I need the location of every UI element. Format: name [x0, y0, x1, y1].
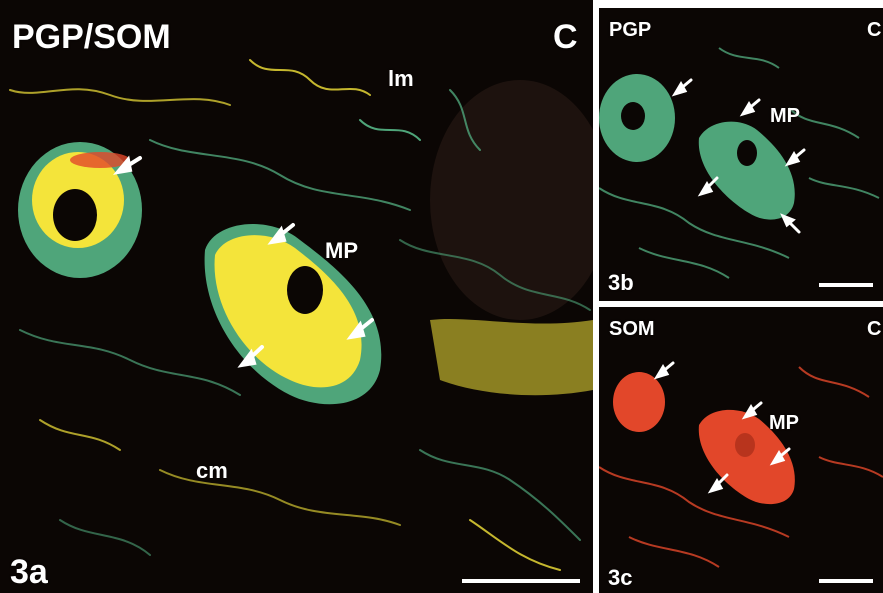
panel-3b-title: PGP	[609, 19, 652, 41]
pgp-fluorescence-image	[599, 47, 880, 279]
panel-3b-scale-bar	[819, 283, 873, 287]
circular-muscle-label: cm	[196, 458, 228, 483]
merged-fluorescence-image	[9, 59, 593, 571]
figure-label-3a: 3a	[10, 553, 48, 591]
figure-label-3b: 3b	[608, 270, 634, 295]
panel-3c-corner-label: C	[867, 318, 882, 340]
panel-3c-mp-label: MP	[769, 412, 799, 434]
scale-bar	[462, 579, 580, 583]
panel-3a-corner-label: C	[553, 18, 578, 56]
micrograph-panel-3c: SOM C MP 3c	[599, 307, 883, 593]
som-fluorescence-image	[599, 361, 883, 568]
micrograph-panel-3b: PGP C MP 3b	[599, 8, 883, 301]
myenteric-plexus-label: MP	[325, 238, 358, 263]
panel-3b-corner-label: C	[867, 19, 882, 41]
panel-3c-scale-bar	[819, 579, 873, 583]
micrograph-panel-3a: PGP/SOM C lm MP cm 3a	[0, 0, 593, 593]
longitudinal-muscle-label: lm	[388, 66, 414, 91]
panel-3a-title: PGP/SOM	[12, 18, 171, 56]
panel-3b-mp-label: MP	[770, 105, 800, 127]
panel-3c-title: SOM	[609, 318, 655, 340]
figure-label-3c: 3c	[608, 565, 633, 590]
